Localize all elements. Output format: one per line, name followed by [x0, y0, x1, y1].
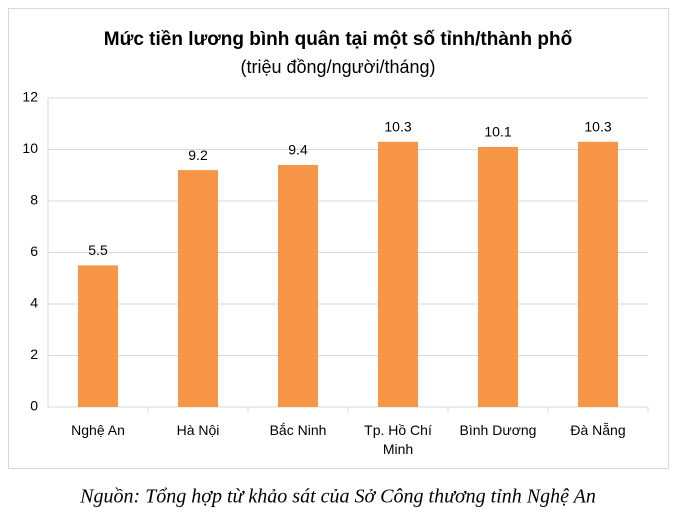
y-tick-label: 0	[30, 398, 38, 414]
data-label: 10.3	[384, 118, 411, 134]
bar	[478, 146, 518, 408]
x-tick-label: Tp. Hồ Chí Minh	[364, 422, 432, 457]
x-tick-label: Bình Dương	[459, 422, 537, 438]
x-tick-label: Đà Nẵng	[570, 422, 626, 438]
bar	[178, 170, 218, 407]
y-tick-label: 2	[30, 346, 38, 362]
data-label: 10.3	[584, 118, 611, 134]
y-tick-label: 8	[30, 192, 38, 208]
y-tick-label: 4	[30, 295, 38, 311]
bar	[378, 141, 418, 407]
x-tick-label: Hà Nội	[176, 422, 220, 438]
y-tick-label: 10	[22, 140, 38, 156]
chart-frame	[8, 8, 669, 469]
x-tick-label: Bắc Ninh	[269, 422, 327, 438]
bar	[278, 164, 318, 407]
data-label: 5.5	[88, 242, 108, 258]
data-label: 10.1	[484, 124, 511, 140]
bar	[78, 265, 118, 407]
y-tick-label: 6	[30, 243, 38, 259]
data-label: 9.4	[288, 142, 308, 158]
bar	[578, 141, 618, 407]
data-label: 9.2	[188, 147, 208, 163]
chart-title: Mức tiền lương bình quân tại một số tỉnh…	[104, 29, 573, 50]
y-tick-label: 12	[22, 89, 38, 105]
chart-subtitle: (triệu đồng/người/tháng)	[241, 57, 436, 77]
x-tick-label: Nghệ An	[71, 422, 125, 438]
source-note: Nguồn: Tổng hợp từ khảo sát của Sở Công …	[79, 486, 596, 508]
